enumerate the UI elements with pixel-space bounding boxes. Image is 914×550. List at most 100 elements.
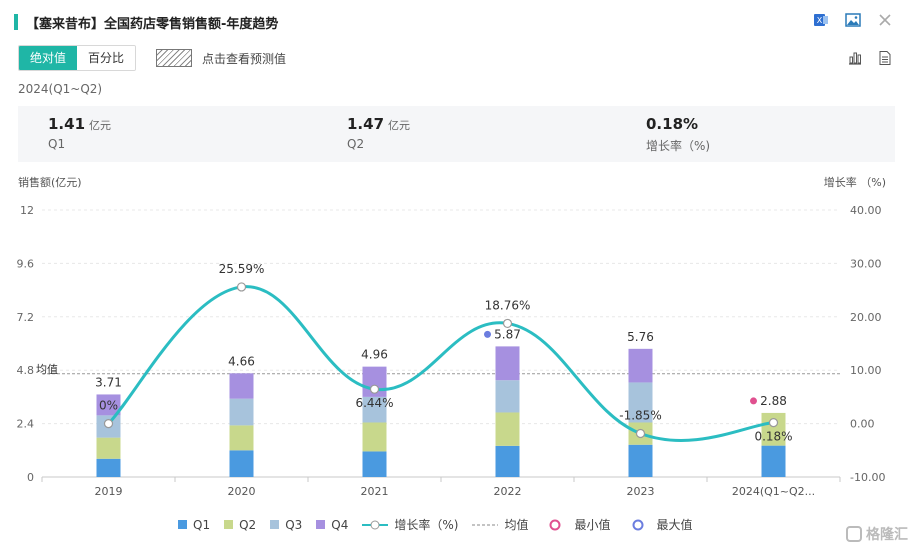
x-tick-label: 2024(Q1~Q2...: [732, 485, 815, 498]
summary-value: 1.41: [48, 115, 86, 133]
summary-growth: 0.18% 增长率（%): [646, 114, 710, 154]
legend-item[interactable]: Q1: [178, 518, 210, 532]
bar-segment-q3: [495, 380, 520, 413]
y-tick-left: 12: [20, 204, 34, 217]
y-tick-left: 2.4: [17, 418, 35, 431]
summary-label: Q1: [48, 137, 66, 151]
bar-segment-q3: [229, 398, 254, 426]
mean-label: 均值: [36, 363, 58, 376]
title-accent: [14, 14, 18, 30]
legend-label: 增长率（%): [394, 518, 459, 532]
y-tick-right: -10.00: [850, 471, 885, 484]
forecast-hatch-swatch: [156, 49, 193, 67]
bar-segment-q4: [495, 346, 520, 381]
summary-unit: 亿元: [388, 119, 411, 132]
view-tools: [846, 49, 894, 67]
legend-symbol: [549, 519, 561, 530]
bar-segment-q1: [628, 444, 653, 477]
bar-segment-q2: [229, 425, 254, 451]
growth-point: [768, 418, 779, 428]
growth-label: 0.18%: [754, 430, 792, 444]
bar-total-label: 5.76: [627, 330, 654, 344]
legend-label: Q4: [331, 517, 349, 532]
summary-q2: 1.47 亿元 Q2: [347, 114, 410, 151]
bar-total-label: 4.66: [228, 354, 255, 368]
growth-rate-line: [107, 285, 774, 442]
bar-segment-q3: [628, 382, 653, 423]
legend-swatch: [270, 520, 280, 529]
watermark-logo-icon: [846, 526, 862, 542]
excel-export-icon[interactable]: X: [812, 11, 830, 29]
title-bar: 【塞来昔布】全国药店零售销售额-年度趋势 X: [14, 8, 894, 36]
x-tick-label: 2023: [627, 485, 655, 498]
y-axis-right-title: 增长率 （%): [824, 175, 886, 189]
growth-point: [369, 384, 380, 394]
bar-total-label: 4.96: [361, 348, 388, 362]
y-tick-right: 40.00: [850, 204, 882, 217]
tab-percentage[interactable]: 百分比: [77, 46, 136, 70]
bar-total-label: 3.71: [95, 375, 122, 389]
bar-segment-q1: [495, 445, 520, 477]
bar-segment-q2: [96, 437, 121, 459]
growth-label: -1.85%: [619, 408, 661, 422]
legend-item[interactable]: Q2: [224, 518, 256, 532]
legend-label: Q2: [239, 517, 257, 532]
legend-label: 均值: [504, 518, 529, 532]
close-icon[interactable]: [876, 11, 894, 29]
legend-item[interactable]: 增长率（%): [362, 516, 458, 533]
period-label: 2024(Q1~Q2): [18, 82, 103, 96]
legend-symbol: [362, 520, 389, 529]
watermark-text: 格隆汇: [866, 527, 908, 543]
forecast-toggle[interactable]: 点击查看预测值: [156, 49, 286, 67]
bar-segment-q4: [96, 394, 121, 416]
legend-item[interactable]: 均值: [472, 516, 528, 533]
x-tick-label: 2022: [494, 485, 522, 498]
y-tick-right: 20.00: [850, 311, 882, 324]
tab-absolute[interactable]: 绝对值: [19, 46, 78, 70]
growth-label: 0%: [99, 399, 118, 413]
bar-segment-q3: [362, 396, 387, 423]
y-tick-right: 0.00: [850, 418, 875, 431]
mode-switch: 绝对值 百分比: [18, 45, 137, 71]
chart-legend: Q1 Q2 Q3 Q4 增长率（%) 均值 最小值 最大值: [178, 516, 707, 533]
summary-panel: 1.41 亿元 Q1 1.47 亿元 Q2 0.18% 增长率（%): [18, 106, 895, 162]
bar-total-label: 2.88: [760, 394, 787, 408]
legend-item[interactable]: 最小值: [542, 516, 611, 533]
y-tick-left: 7.2: [17, 311, 35, 324]
bar-segment-q1: [96, 458, 121, 477]
legend-swatch: [224, 520, 234, 529]
y-axis-left-title: 销售额(亿元): [18, 175, 82, 189]
title-actions: X: [812, 11, 894, 29]
bar-segment-q1: [229, 450, 254, 477]
legend-label: 最大值: [656, 518, 693, 532]
summary-value: 1.47: [347, 115, 385, 133]
legend-label: Q1: [193, 517, 211, 532]
image-export-icon[interactable]: [844, 11, 862, 29]
legend-swatch: [316, 520, 326, 529]
growth-label: 18.76%: [485, 298, 531, 312]
x-tick-label: 2021: [361, 485, 389, 498]
growth-label: 25.59%: [219, 262, 265, 276]
x-tick-label: 2019: [95, 485, 123, 498]
legend-item[interactable]: 最大值: [625, 516, 693, 533]
bar-segment-q1: [362, 451, 387, 477]
legend-swatch: [178, 520, 187, 529]
legend-symbol: [472, 524, 499, 525]
x-tick-label: 2020: [228, 485, 256, 498]
chart-title: 【塞来昔布】全国药店零售销售额-年度趋势: [26, 16, 279, 32]
forecast-label: 点击查看预测值: [202, 51, 287, 66]
bar-chart-icon[interactable]: [846, 49, 864, 67]
summary-q1: 1.41 亿元 Q1: [48, 114, 111, 151]
summary-label: 增长率（%): [646, 139, 711, 153]
legend-item[interactable]: Q4: [316, 518, 348, 532]
bar-segment-q4: [229, 373, 254, 399]
sales-trend-chart: 销售额(亿元) 增长率 （%) 0 2.4 4.8 7.2 9.6 12 -10.00 0.00 1…: [17, 175, 887, 498]
growth-point: [103, 419, 114, 429]
bar-segment-q4: [628, 348, 653, 383]
data-table-icon[interactable]: [876, 49, 894, 67]
y-tick-right: 30.00: [850, 257, 882, 270]
legend-item[interactable]: Q3: [270, 518, 302, 532]
watermark: 格隆汇: [846, 524, 908, 544]
growth-label: 6.44%: [355, 396, 393, 410]
bar-segment-q1: [761, 445, 786, 477]
